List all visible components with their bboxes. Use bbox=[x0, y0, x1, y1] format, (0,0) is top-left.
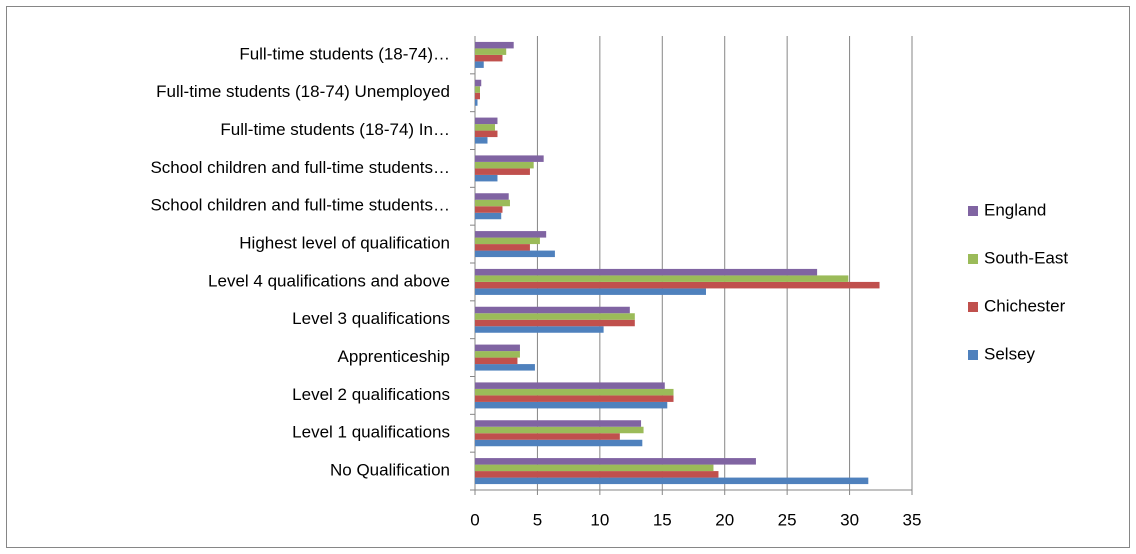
bar bbox=[475, 99, 478, 106]
bar bbox=[475, 458, 756, 465]
bar bbox=[475, 433, 620, 440]
bar bbox=[475, 130, 498, 138]
bar bbox=[475, 420, 642, 427]
bar bbox=[475, 61, 484, 68]
bar bbox=[475, 306, 630, 314]
y-tick-label: Apprenticeship bbox=[338, 347, 450, 366]
bar bbox=[475, 161, 534, 169]
bar bbox=[475, 92, 480, 100]
bar bbox=[475, 137, 488, 144]
y-tick-label: School children and full-time students… bbox=[150, 196, 450, 215]
x-tick-label: 35 bbox=[903, 510, 922, 529]
bar bbox=[475, 86, 480, 93]
bar bbox=[475, 41, 514, 49]
bar bbox=[475, 351, 520, 358]
bar bbox=[475, 48, 507, 55]
x-tick-label: 10 bbox=[590, 510, 609, 529]
legend-swatch bbox=[968, 206, 978, 216]
bar bbox=[475, 357, 518, 365]
bar bbox=[475, 117, 498, 125]
bar bbox=[475, 326, 604, 333]
bar bbox=[475, 275, 849, 282]
bar bbox=[475, 79, 482, 87]
x-tick-label: 20 bbox=[715, 510, 734, 529]
bar bbox=[475, 193, 509, 200]
y-tick-label: No Qualification bbox=[330, 461, 450, 480]
bar bbox=[475, 206, 503, 213]
y-tick-label: Full-time students (18-74)… bbox=[239, 44, 450, 63]
bar bbox=[475, 313, 635, 320]
y-tick-label: Highest level of qualification bbox=[239, 234, 450, 253]
bar bbox=[475, 199, 510, 207]
bar bbox=[475, 268, 818, 276]
x-tick-label: 25 bbox=[778, 510, 797, 529]
legend-swatch bbox=[968, 254, 978, 264]
bar bbox=[475, 124, 495, 131]
bar bbox=[475, 212, 502, 220]
bar bbox=[475, 382, 665, 389]
y-tick-label: Level 4 qualifications and above bbox=[208, 271, 450, 290]
y-tick-label: Full-time students (18-74) Unemployed bbox=[156, 82, 450, 101]
bar bbox=[475, 155, 544, 162]
y-tick-label: Level 3 qualifications bbox=[292, 309, 450, 328]
x-tick-label: 0 bbox=[470, 510, 479, 529]
bar bbox=[475, 395, 674, 402]
legend-label: Chichester bbox=[984, 296, 1066, 315]
bar bbox=[475, 388, 674, 396]
bar bbox=[475, 464, 714, 472]
y-tick-label: Level 2 qualifications bbox=[292, 385, 450, 404]
legend-label: South-East bbox=[984, 248, 1068, 267]
legend-swatch bbox=[968, 350, 978, 360]
bar bbox=[475, 231, 547, 238]
bar bbox=[475, 426, 644, 434]
bar bbox=[475, 288, 706, 295]
legend-label: Selsey bbox=[984, 344, 1036, 363]
bar bbox=[475, 281, 880, 289]
bar bbox=[475, 344, 520, 352]
bar bbox=[475, 401, 668, 409]
bar bbox=[475, 439, 643, 447]
bar bbox=[475, 244, 530, 251]
bar bbox=[475, 168, 530, 175]
legend-swatch bbox=[968, 302, 978, 312]
y-tick-label: School children and full-time students… bbox=[150, 158, 450, 177]
bar bbox=[475, 250, 555, 258]
y-tick-label: Full-time students (18-74) In… bbox=[220, 120, 450, 139]
bar bbox=[475, 471, 719, 478]
bar bbox=[475, 477, 869, 485]
legend-label: England bbox=[984, 200, 1046, 219]
x-tick-label: 30 bbox=[840, 510, 859, 529]
bar bbox=[475, 174, 498, 182]
x-tick-label: 5 bbox=[533, 510, 542, 529]
bar bbox=[475, 237, 540, 245]
x-tick-label: 15 bbox=[653, 510, 672, 529]
bar bbox=[475, 364, 535, 371]
y-tick-label: Level 1 qualifications bbox=[292, 423, 450, 442]
bar bbox=[475, 54, 503, 62]
bar bbox=[475, 319, 635, 327]
